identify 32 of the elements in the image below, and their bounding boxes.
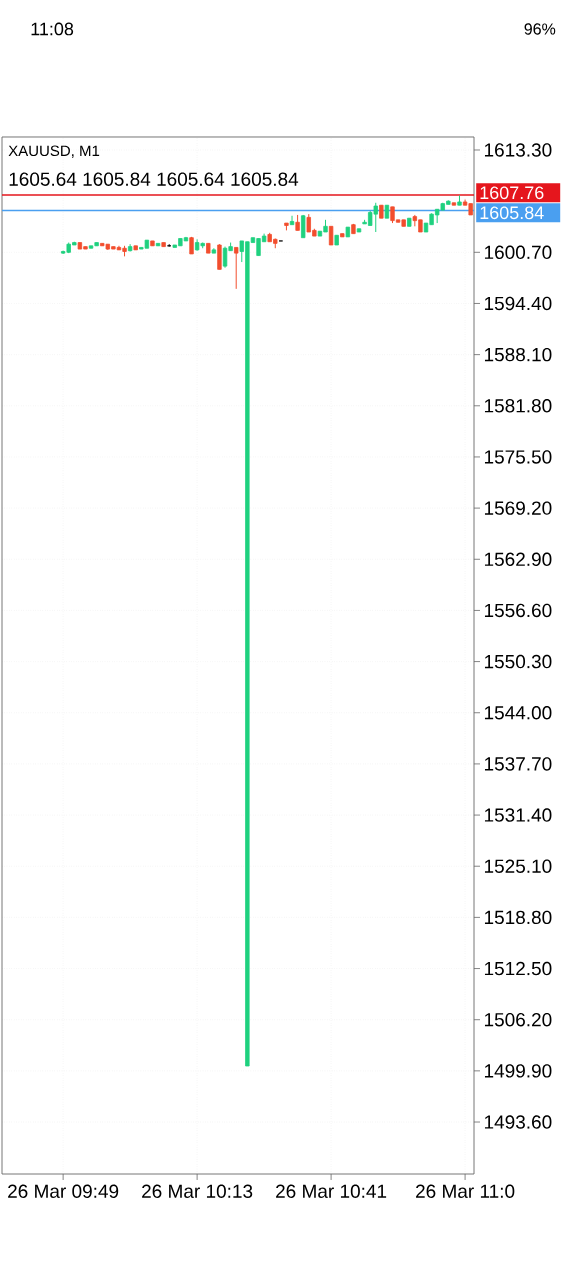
- y-tick-label: 1588.10: [484, 347, 552, 362]
- candlestick: [328, 225, 334, 246]
- x-tick-label: 26 Mar 10:13: [142, 1184, 253, 1198]
- y-tick-label: 1569.20: [484, 501, 552, 515]
- text: 96%: [524, 23, 556, 35]
- y-tick-label: 1518.80: [484, 910, 552, 925]
- x-tick-label: 26 Mar 09:49: [8, 1184, 119, 1198]
- y-tick-label: 1544.00: [484, 706, 552, 720]
- x-tick-label: 26 Mar 11:0: [416, 1184, 515, 1198]
- y-tick-label: 1600.70: [484, 245, 552, 260]
- x-tick-label: 26 Mar 10:41: [276, 1184, 387, 1198]
- y-tick-label: 1575.50: [484, 450, 552, 464]
- y-tick-label: 1594.40: [484, 296, 552, 311]
- chart-title: XAUUSD, M1: [8, 145, 100, 158]
- candlestick: [289, 215, 295, 226]
- y-tick-label: 1550.30: [484, 654, 552, 669]
- y-tick-label: 1613.30: [484, 143, 552, 157]
- y-tick-label: 1499.90: [484, 1064, 552, 1078]
- y-tick-label: 1562.90: [484, 552, 552, 566]
- y-tick-label: 1525.10: [484, 859, 552, 873]
- y-tick-label: 1556.60: [484, 603, 552, 618]
- y-tick-label: 1537.70: [484, 757, 552, 771]
- candlestick: [234, 246, 239, 290]
- text: 1605.64 1605.84 1605.64 1605.84: [9, 172, 299, 186]
- ref-line-label: 1607.76: [480, 186, 544, 200]
- ref-line-label: 1605.84: [480, 206, 544, 220]
- y-tick-label: 1512.50: [484, 961, 552, 976]
- text: 11:08: [31, 22, 74, 36]
- y-tick-label: 1581.80: [484, 399, 552, 413]
- y-tick-label: 1531.40: [484, 808, 552, 822]
- y-tick-label: 1506.20: [484, 1012, 552, 1027]
- y-tick-label: 1493.60: [484, 1115, 552, 1129]
